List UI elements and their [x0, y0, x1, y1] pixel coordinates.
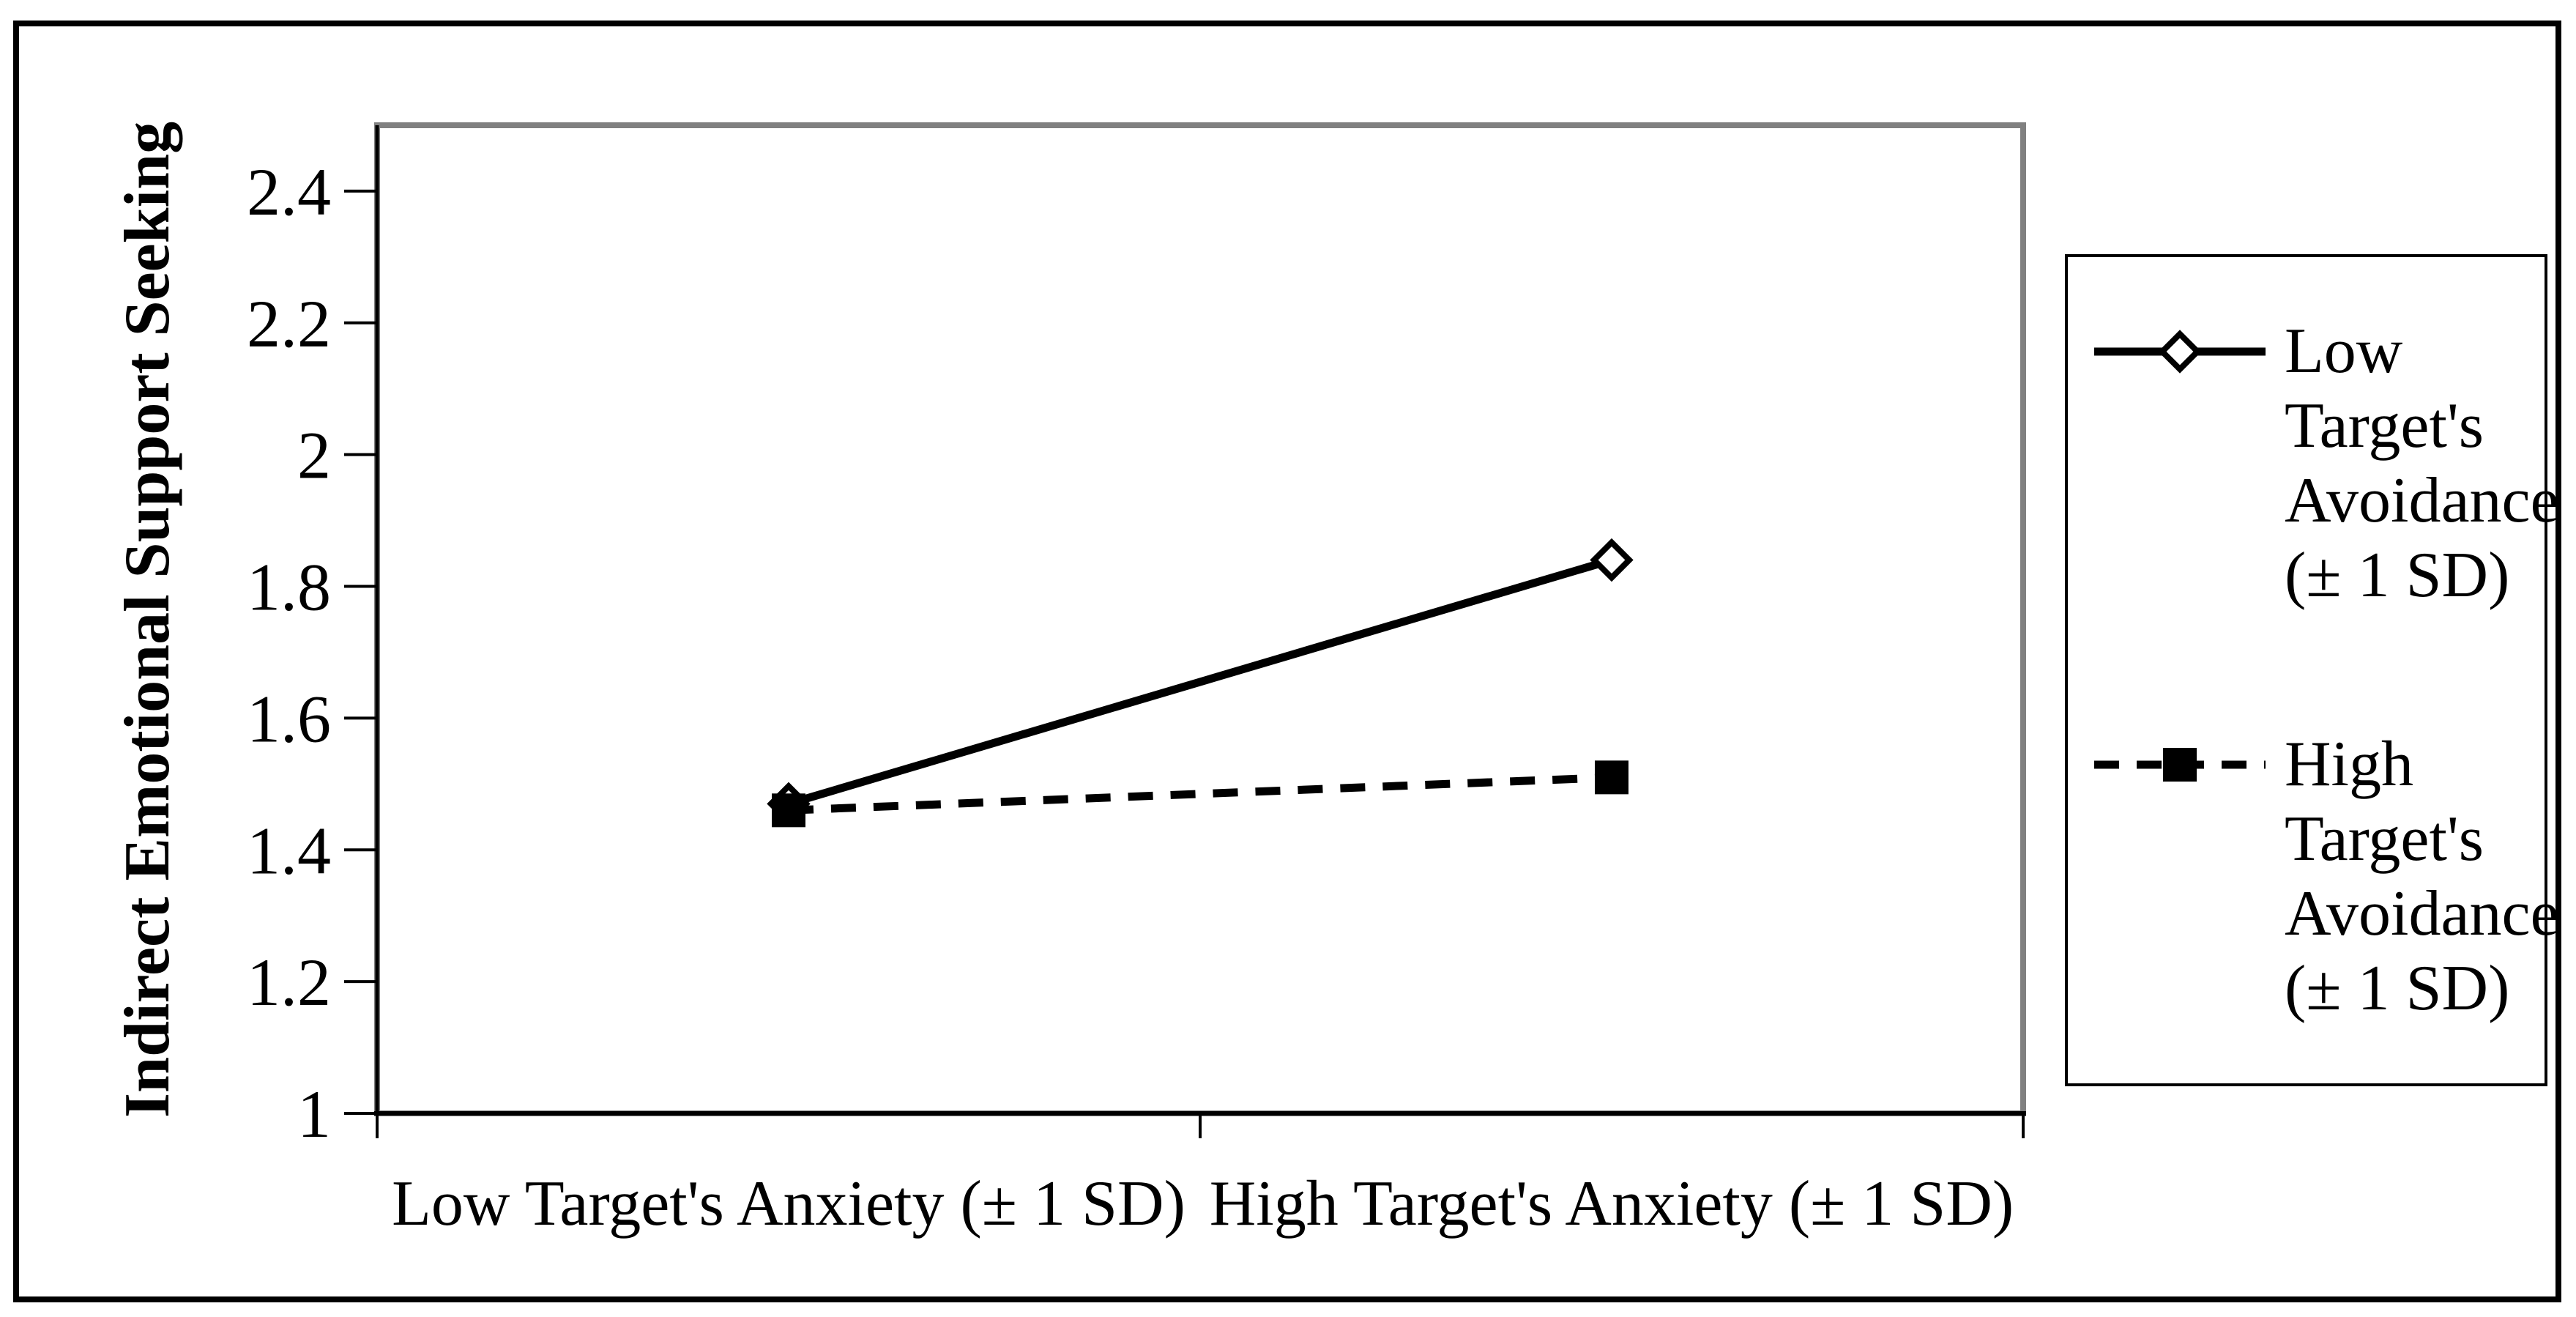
legend-label-line: Target's [2285, 804, 2484, 875]
legend-box: Low Target's Avoidance (± 1 SD) High Target's… [2065, 254, 2559, 1086]
legend-label-line: Low [2285, 316, 2403, 387]
y-tick-label: 2 [297, 418, 331, 493]
x-axis-ticks [376, 1113, 2025, 1138]
y-axis-tick-labels: 1 1.2 1.4 1.6 1.8 2 2.2 2.4 [247, 155, 331, 1151]
data-series [767, 538, 1634, 828]
x-axis-category-labels: Low Target's Anxiety (± 1 SD) High Target… [392, 1168, 2014, 1239]
legend-label: High Target's Avoidance (± 1 SD) [2285, 727, 2559, 1026]
legend-label-line: Avoidance [2285, 465, 2559, 536]
plot-area [374, 122, 2026, 1116]
legend-label-line: High [2285, 729, 2413, 800]
open-diamond-marker [2158, 330, 2202, 374]
legend-label-line: Target's [2285, 390, 2484, 461]
legend-marker-open-diamond [2094, 330, 2266, 374]
y-axis-title: Indirect Emotional Support Seeking [112, 122, 183, 1118]
y-tick-label: 1.2 [247, 945, 331, 1020]
legend-label-line: (± 1 SD) [2285, 953, 2510, 1024]
y-tick-label: 2.4 [247, 155, 331, 229]
legend-label: Low Target's Avoidance (± 1 SD) [2285, 314, 2559, 613]
x-category-label: Low Target's Anxiety (± 1 SD) [392, 1168, 1185, 1239]
filled-square-marker [2163, 748, 2197, 782]
y-tick-label: 1.4 [247, 813, 331, 888]
y-tick-label: 1.8 [247, 550, 331, 625]
y-tick-label: 1.6 [247, 681, 331, 756]
filled-square-marker [1595, 760, 1628, 795]
legend-marker-filled-square [2094, 748, 2266, 782]
y-tick-label: 2.2 [247, 286, 331, 361]
y-tick-label: 1 [297, 1077, 331, 1151]
legend-label-line: Avoidance [2285, 878, 2559, 949]
legend-label-line: (± 1 SD) [2285, 540, 2510, 611]
legend-entry-high-avoidance: High Target's Avoidance (± 1 SD) [2088, 727, 2559, 1026]
legend-entry-low-avoidance: Low Target's Avoidance (± 1 SD) [2088, 314, 2559, 613]
x-category-label: High Target's Anxiety (± 1 SD) [1210, 1168, 2014, 1239]
series-line-high-avoidance [788, 773, 1612, 815]
y-axis-ticks [344, 189, 377, 1115]
open-diamond-marker [1590, 538, 1634, 582]
series-line-low-avoidance [787, 556, 1613, 808]
filled-square-marker [772, 793, 805, 828]
